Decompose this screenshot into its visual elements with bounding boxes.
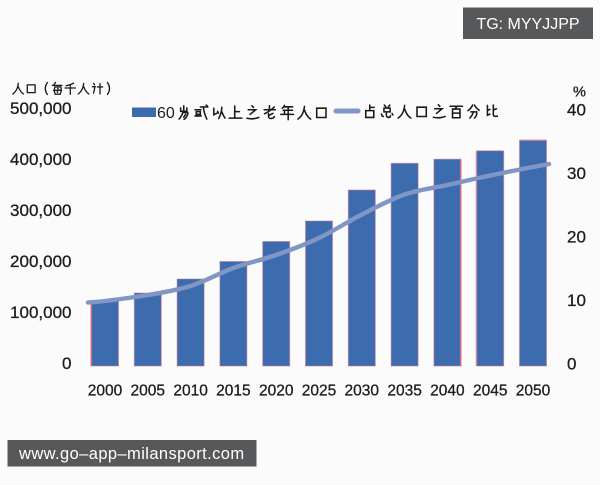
svg-text:10: 10 [567,291,586,310]
svg-text:%: % [573,85,586,101]
svg-text:TG: MYYJJPP: TG: MYYJJPP [476,16,579,33]
svg-text:2000: 2000 [88,383,123,400]
svg-text:100,000: 100,000 [10,303,71,322]
svg-text:2045: 2045 [473,383,507,400]
svg-text:60: 60 [157,105,175,122]
svg-text:2005: 2005 [131,383,165,400]
svg-text:www.go–app–milansport.com: www.go–app–milansport.com [18,445,245,463]
svg-text:200,000: 200,000 [10,252,71,271]
svg-text:2035: 2035 [387,383,421,400]
svg-text:2040: 2040 [430,383,465,400]
svg-text:20: 20 [567,228,586,247]
svg-text:0: 0 [567,355,576,374]
svg-text:2025: 2025 [302,383,336,400]
svg-text:30: 30 [567,164,586,183]
svg-text:300,000: 300,000 [10,201,71,220]
svg-text:2050: 2050 [516,383,551,400]
svg-text:40: 40 [567,101,586,120]
svg-text:2015: 2015 [216,383,250,400]
svg-text:2030: 2030 [345,383,380,400]
svg-text:0: 0 [62,354,71,373]
svg-text:400,000: 400,000 [10,150,71,169]
svg-text:2010: 2010 [173,383,208,400]
svg-text:2020: 2020 [259,383,294,400]
svg-text:500,000: 500,000 [10,99,71,118]
